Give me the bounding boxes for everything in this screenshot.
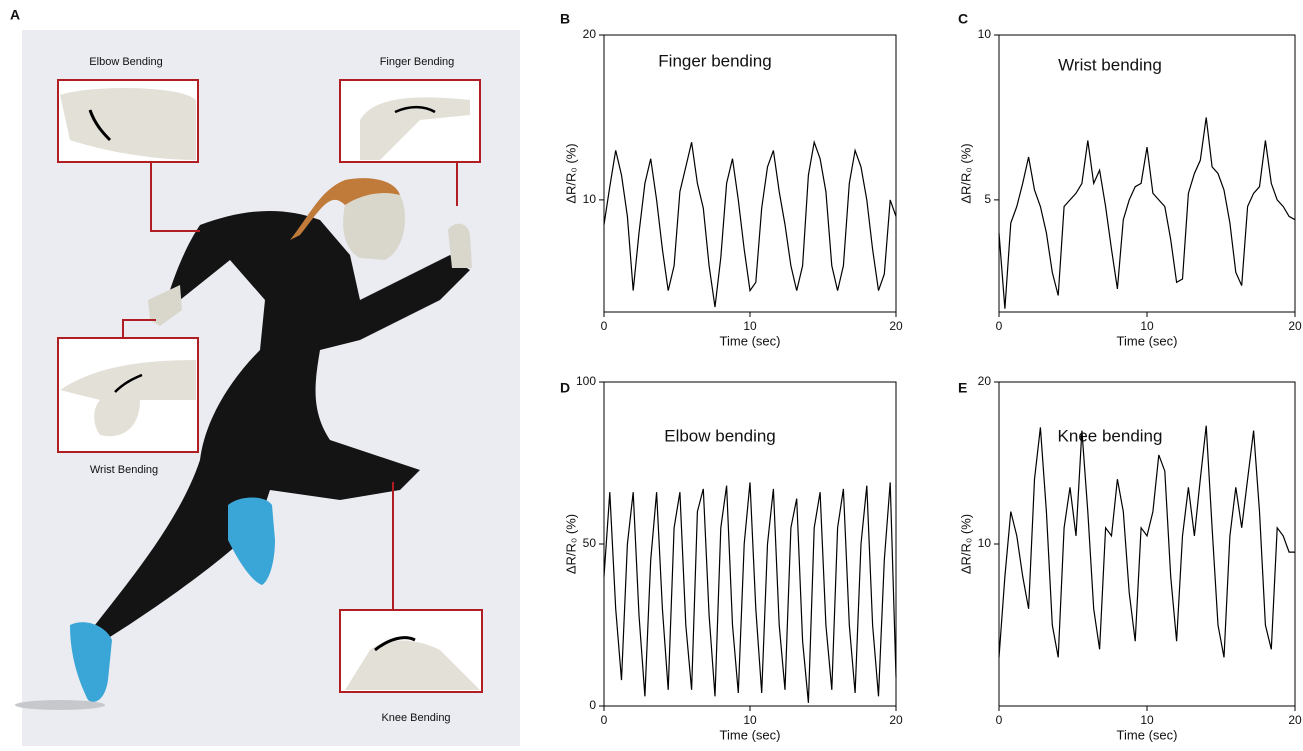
sensor <box>114 373 143 393</box>
y-tick-label: 100 <box>576 374 596 388</box>
sensor <box>88 109 112 142</box>
y-tick-label: 5 <box>984 192 991 206</box>
elbow-sketch <box>60 88 196 160</box>
chart-title: Finger bending <box>658 51 771 70</box>
callout-label: Knee Bending <box>381 712 450 724</box>
x-tick-label: 20 <box>889 319 903 333</box>
panel-label: A <box>10 7 20 23</box>
y-tick-label: 20 <box>978 374 992 388</box>
panel-label: D <box>560 380 570 396</box>
y-axis-label: ΔR/R₀ (%) <box>958 143 973 203</box>
y-tick-label: 10 <box>978 536 992 550</box>
x-tick-label: 20 <box>1288 319 1302 333</box>
y-tick-label: 0 <box>589 698 596 712</box>
x-axis-label: Time (sec) <box>1117 333 1178 348</box>
y-axis-label: ΔR/R₀ (%) <box>563 143 578 203</box>
chart-title: Elbow bending <box>664 426 776 445</box>
y-tick-label: 20 <box>583 27 597 41</box>
data-line <box>603 482 897 703</box>
sensor <box>374 636 416 652</box>
runner-body <box>95 210 470 640</box>
shoe <box>70 622 112 702</box>
runner-hand <box>448 223 472 268</box>
y-tick-label: 10 <box>583 192 597 206</box>
y-axis-label: ΔR/R₀ (%) <box>563 514 578 574</box>
x-tick-label: 0 <box>996 319 1003 333</box>
x-tick-label: 0 <box>601 319 608 333</box>
data-line <box>603 139 897 308</box>
runner-hand <box>148 285 182 326</box>
x-axis-label: Time (sec) <box>1117 727 1178 742</box>
runner-head <box>343 186 405 260</box>
x-tick-label: 10 <box>1140 319 1154 333</box>
callout-label: Finger Bending <box>380 56 455 68</box>
chart: D 0 10 20 0 50 100 Time (sec) ΔR/R₀ (%) Elbow ben… <box>560 374 903 742</box>
data-line <box>998 117 1296 309</box>
sensor <box>394 105 436 114</box>
shadow <box>15 700 105 710</box>
wrist-sketch <box>60 360 196 437</box>
x-tick-label: 20 <box>889 713 903 727</box>
y-tick-label: 10 <box>978 27 992 41</box>
knee-sketch <box>345 640 480 690</box>
data-line <box>998 425 1295 658</box>
x-tick-label: 10 <box>743 713 757 727</box>
x-tick-label: 10 <box>1140 713 1154 727</box>
y-tick-label: 50 <box>583 536 597 550</box>
chart-title: Knee bending <box>1058 426 1163 445</box>
chart-title: Wrist bending <box>1058 55 1162 74</box>
panel-label: B <box>560 11 570 27</box>
x-tick-label: 20 <box>1288 713 1302 727</box>
panel-label: E <box>958 380 967 396</box>
shoe <box>228 497 275 585</box>
plot-frame <box>998 34 1296 313</box>
runner-hair <box>290 178 400 240</box>
callout-label: Elbow Bending <box>89 56 162 68</box>
y-axis-label: ΔR/R₀ (%) <box>958 514 973 574</box>
chart: B 0 10 20 10 20 Time (sec) ΔR/R₀ (%) Finger bend… <box>560 11 903 349</box>
panel-label: C <box>958 11 968 27</box>
x-tick-label: 0 <box>601 713 608 727</box>
x-tick-label: 0 <box>996 713 1003 727</box>
callout-label: Wrist Bending <box>90 464 158 476</box>
x-axis-label: Time (sec) <box>720 333 781 348</box>
finger-sketch <box>360 97 470 160</box>
panel-a: A Elbow Bending Finger Bending <box>10 7 520 746</box>
chart: E 0 10 20 10 20 Time (sec) ΔR/R₀ (%) Knee bendin… <box>958 374 1302 742</box>
x-tick-label: 10 <box>743 319 757 333</box>
x-axis-label: Time (sec) <box>720 727 781 742</box>
